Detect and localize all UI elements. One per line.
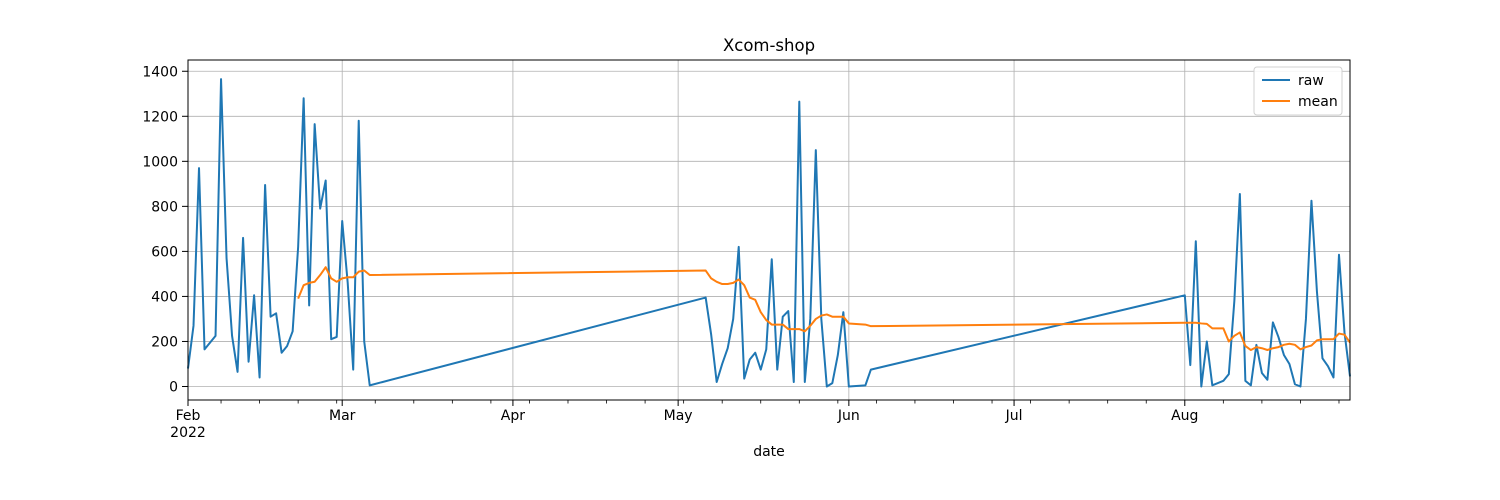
legend-label-raw: raw bbox=[1298, 73, 1324, 89]
y-tick-label: 400 bbox=[151, 289, 178, 305]
y-tick-label: 1200 bbox=[142, 109, 178, 125]
x-tick-label: Mar bbox=[329, 408, 356, 424]
x-tick-label: Aug bbox=[1171, 408, 1198, 424]
chart-title: Xcom-shop bbox=[723, 36, 815, 55]
y-tick-label: 800 bbox=[151, 199, 178, 215]
x-tick-year-label: 2022 bbox=[170, 425, 206, 441]
x-tick-label: Jul bbox=[1005, 408, 1023, 424]
plot-frame bbox=[187, 59, 1351, 401]
x-tick-label: May bbox=[664, 408, 693, 424]
y-tick-label: 1000 bbox=[142, 154, 178, 170]
legend-label-mean: mean bbox=[1298, 94, 1338, 110]
y-tick-label: 200 bbox=[151, 334, 178, 350]
y-tick-label: 600 bbox=[151, 244, 178, 260]
x-tick-label: Feb bbox=[176, 408, 201, 424]
series-line-raw bbox=[187, 78, 1351, 388]
series-group bbox=[187, 78, 1351, 388]
series-line-mean bbox=[297, 266, 1351, 352]
y-tick-label: 1400 bbox=[142, 64, 178, 80]
y-axis: 0 200 400 600 800 1000 1200 1400 bbox=[142, 64, 188, 395]
x-axis-label: date bbox=[753, 444, 785, 460]
y-tick-label: 0 bbox=[169, 379, 178, 395]
x-tick-label: Apr bbox=[501, 408, 525, 424]
legend: raw mean bbox=[1253, 66, 1343, 116]
x-tick-label: Jun bbox=[837, 408, 860, 424]
